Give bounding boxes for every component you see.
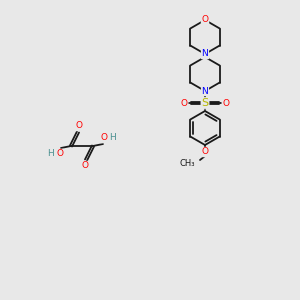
Text: O: O xyxy=(223,98,230,107)
Text: O: O xyxy=(100,134,107,142)
Text: S: S xyxy=(201,98,208,108)
Text: O: O xyxy=(76,122,82,130)
Text: H: H xyxy=(48,149,54,158)
Text: O: O xyxy=(202,148,208,157)
Text: H: H xyxy=(110,134,116,142)
Text: N: N xyxy=(202,86,208,95)
Text: O: O xyxy=(56,149,64,158)
Text: O: O xyxy=(181,98,188,107)
Text: O: O xyxy=(82,161,88,170)
Text: O: O xyxy=(202,16,208,25)
Text: CH₃: CH₃ xyxy=(179,160,195,169)
Text: N: N xyxy=(202,50,208,58)
